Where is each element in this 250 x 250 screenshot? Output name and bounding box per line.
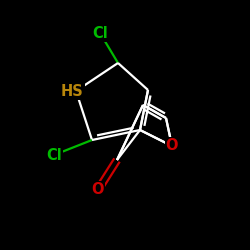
Text: Cl: Cl <box>46 148 62 162</box>
Text: Cl: Cl <box>92 26 108 40</box>
Text: O: O <box>92 182 104 198</box>
Text: O: O <box>166 138 178 154</box>
Text: HS: HS <box>60 84 84 98</box>
